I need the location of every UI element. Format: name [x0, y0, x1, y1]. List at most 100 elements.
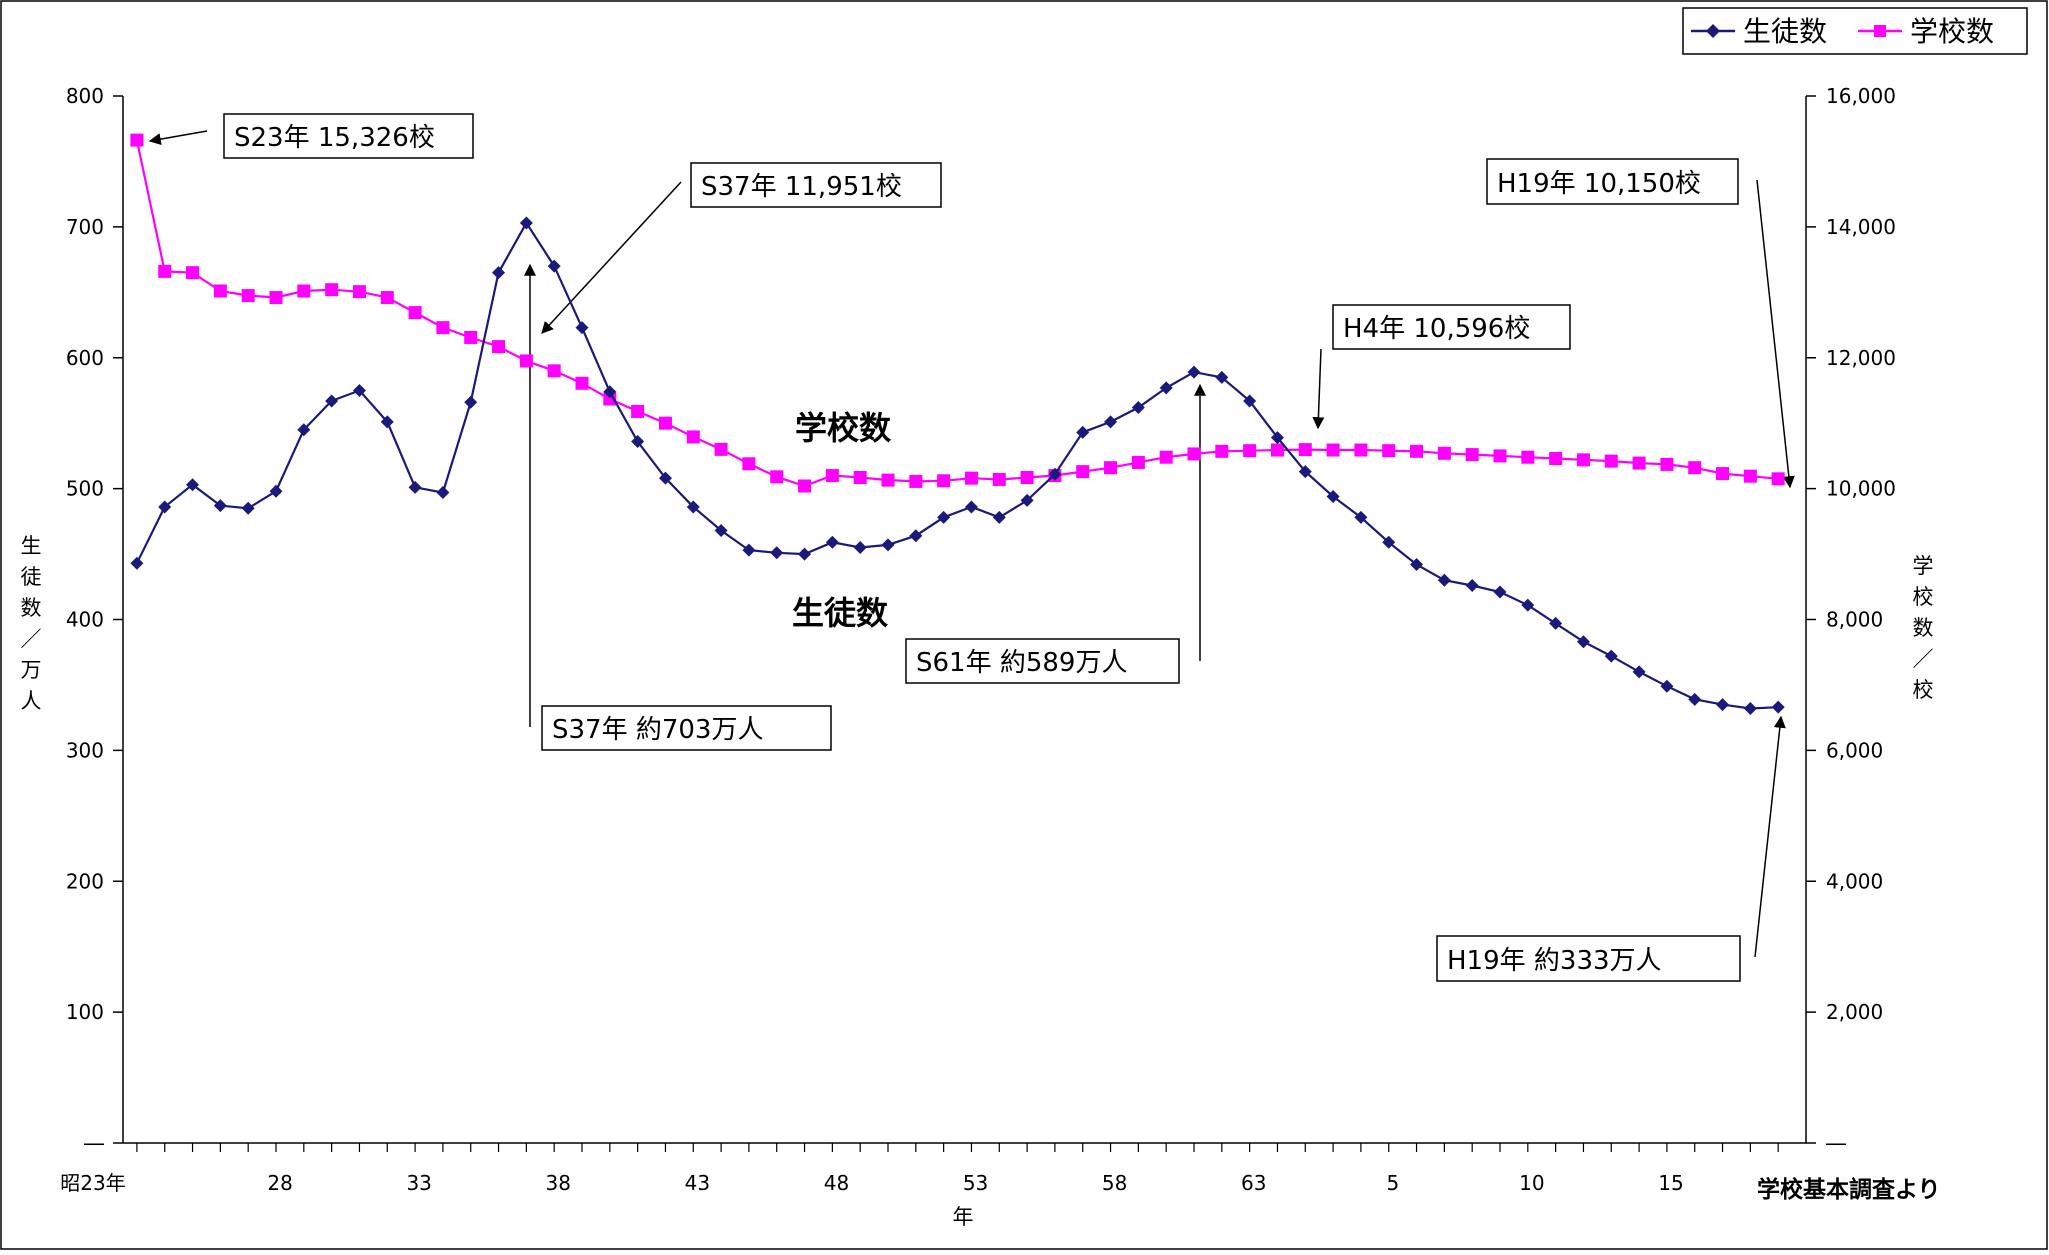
- annotation-h19-schools: H19年 10,150校: [1486, 158, 1739, 205]
- students-point: [1354, 510, 1368, 524]
- students-point: [519, 216, 533, 230]
- schools-point: [158, 264, 172, 278]
- students-point: [1048, 467, 1062, 481]
- students-point: [1159, 381, 1173, 395]
- schools-point: [1215, 444, 1229, 458]
- x-axis-title: 年: [953, 1205, 974, 1229]
- legend-label-schools: 学校数: [1910, 15, 1994, 48]
- annotation-text: S23年 15,326校: [234, 123, 435, 153]
- y-left-tick-label: 500: [66, 477, 104, 501]
- students-point: [1076, 425, 1090, 439]
- arrow-h4-schools: [1312, 348, 1325, 430]
- students-point: [1549, 616, 1563, 630]
- y-right-tick-label: 6,000: [1826, 738, 1883, 762]
- schools-point: [1326, 443, 1340, 457]
- y-right-tick-label: 10,000: [1826, 477, 1896, 501]
- annotation-s37-students: S37年 約703万人: [541, 705, 832, 751]
- students-point: [603, 385, 617, 399]
- students-point: [130, 556, 144, 570]
- x-ticks: 昭23年 28 33 38 43 48 53 58 63 5 10 15: [60, 1143, 1779, 1195]
- students-point: [241, 501, 255, 515]
- schools-point: [186, 266, 200, 280]
- annotation-h19-students: H19年 約333万人: [1436, 935, 1741, 982]
- students-point: [297, 423, 311, 437]
- students-point: [1688, 692, 1702, 706]
- schools-point: [1437, 446, 1451, 460]
- schools-point: [1465, 448, 1479, 462]
- series-students: [130, 216, 1785, 715]
- legend-marker-schools: [1874, 25, 1886, 37]
- students-point: [1215, 370, 1229, 384]
- schools-point: [213, 284, 227, 298]
- y-left-tick-label: 600: [66, 346, 104, 370]
- schools-point: [241, 289, 255, 303]
- schools-point: [742, 457, 756, 471]
- legend-marker-students: [1706, 24, 1720, 38]
- students-point: [1131, 400, 1145, 414]
- students-point: [269, 484, 283, 498]
- schools-point: [269, 291, 283, 305]
- schools-point: [964, 471, 978, 485]
- y-axis-title-right: 学校数／校: [1913, 554, 1934, 702]
- students-point: [408, 480, 422, 494]
- schools-point: [1576, 453, 1590, 467]
- students-point: [1298, 465, 1312, 479]
- students-point: [325, 394, 339, 408]
- schools-point: [1660, 457, 1674, 471]
- y-left-tick-label: 300: [66, 738, 104, 762]
- students-point: [352, 383, 366, 397]
- right-ticks: 16,000 14,000 12,000 10,000 8,000 6,000 4,000 2…: [1806, 84, 1896, 1155]
- arrow-s37-schools: [541, 181, 682, 334]
- x-tick-label: 10: [1519, 1171, 1544, 1195]
- schools-point: [853, 471, 867, 485]
- schools-point: [1243, 444, 1257, 458]
- students-point: [213, 499, 227, 513]
- students-point: [1382, 535, 1396, 549]
- axis-title-char: 生: [21, 534, 42, 558]
- arrow-h19-schools: [1756, 179, 1795, 489]
- students-point: [547, 259, 561, 273]
- x-tick-label: 53: [963, 1171, 988, 1195]
- annotation-text: H19年 約333万人: [1447, 946, 1662, 976]
- annotation-text: S37年 11,951校: [701, 172, 902, 202]
- students-point: [186, 478, 200, 492]
- schools-point: [658, 416, 672, 430]
- annotation-text: H19年 10,150校: [1497, 169, 1701, 199]
- axis-title-char: 徒: [21, 565, 42, 589]
- series-label-students: 生徒数: [792, 594, 889, 632]
- axis-title-char: 数: [21, 596, 42, 620]
- students-point: [1465, 578, 1479, 592]
- students-point: [1521, 598, 1535, 612]
- axis-title-char: 学: [1913, 554, 1934, 578]
- axis-title-char: ／: [21, 627, 42, 651]
- students-point: [436, 486, 450, 500]
- schools-point: [631, 404, 645, 418]
- schools-point: [408, 306, 422, 320]
- students-point: [1270, 431, 1284, 445]
- students-point: [575, 321, 589, 335]
- arrow-h19-students: [1754, 715, 1786, 958]
- students-point: [1771, 700, 1785, 714]
- schools-point: [380, 291, 394, 305]
- schools-point: [1187, 447, 1201, 461]
- x-tick-label: 33: [406, 1171, 431, 1195]
- schools-point: [325, 283, 339, 297]
- students-point: [714, 524, 728, 538]
- source-note: 学校基本調査より: [1757, 1176, 1941, 1203]
- axis-title-char: ／: [1913, 647, 1934, 671]
- students-point: [380, 415, 394, 429]
- students-point: [1243, 394, 1257, 408]
- schools-point: [1410, 444, 1424, 458]
- schools-point: [1076, 465, 1090, 479]
- legend: 生徒数 学校数: [1682, 7, 2028, 55]
- schools-point: [297, 284, 311, 298]
- annotation-s61-students: S61年 約589万人: [905, 638, 1180, 684]
- schools-point: [464, 330, 478, 344]
- students-point: [1604, 649, 1618, 663]
- y-right-tick-label: 4,000: [1826, 869, 1883, 893]
- schools-point: [436, 321, 450, 335]
- y-left-tick-label: 700: [66, 215, 104, 239]
- schools-point: [1521, 450, 1535, 464]
- students-point: [1660, 679, 1674, 693]
